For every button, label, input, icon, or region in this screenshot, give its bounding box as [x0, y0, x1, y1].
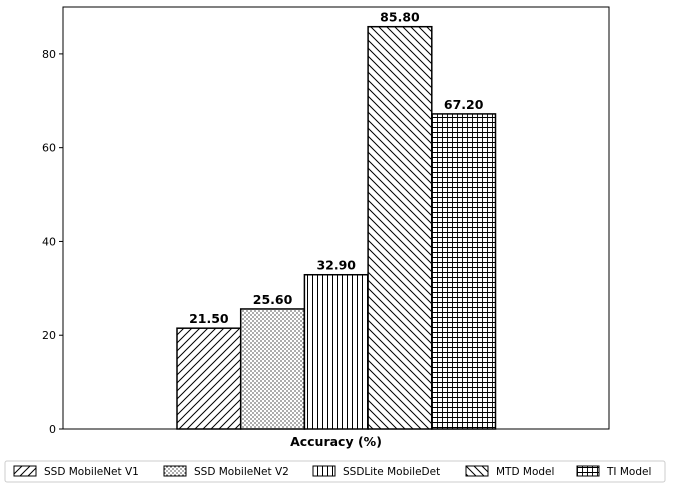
data-label: 67.20 [444, 97, 484, 112]
legend-swatch [576, 465, 600, 477]
data-label: 85.80 [380, 10, 420, 25]
bar [176, 327, 242, 430]
legend-label: TI Model [606, 466, 651, 478]
x-axis-title: Accuracy (%) [290, 434, 382, 449]
y-tick-label: 80 [42, 48, 56, 61]
legend-swatch [13, 465, 37, 477]
data-label: 32.90 [316, 258, 356, 273]
y-tick-label: 40 [42, 235, 56, 248]
y-tick-label: 60 [42, 142, 56, 155]
legend-swatch [465, 465, 489, 477]
bar [303, 273, 369, 430]
bar [239, 308, 306, 430]
data-label: 21.50 [189, 311, 229, 326]
legend-label: SSDLite MobileDet [343, 466, 440, 478]
legend: SSD MobileNet V1 SSD MobileNet V2 SSDLite … [13, 465, 651, 478]
legend-swatch [312, 465, 336, 477]
data-labels-group: 21.50 25.60 32.90 85.80 67.20 [189, 10, 484, 326]
legend-label: MTD Model [496, 466, 554, 478]
bar [431, 113, 497, 430]
bars-group [176, 25, 497, 430]
y-tick-label: 20 [42, 329, 56, 342]
data-label: 25.60 [253, 292, 293, 307]
legend-swatch [163, 465, 187, 477]
legend-label: SSD MobileNet V1 [44, 466, 139, 478]
bar [367, 25, 433, 430]
legend-label: SSD MobileNet V2 [194, 466, 289, 478]
y-axis: 0 20 40 60 80 [42, 48, 63, 436]
y-tick-label: 0 [49, 423, 56, 436]
